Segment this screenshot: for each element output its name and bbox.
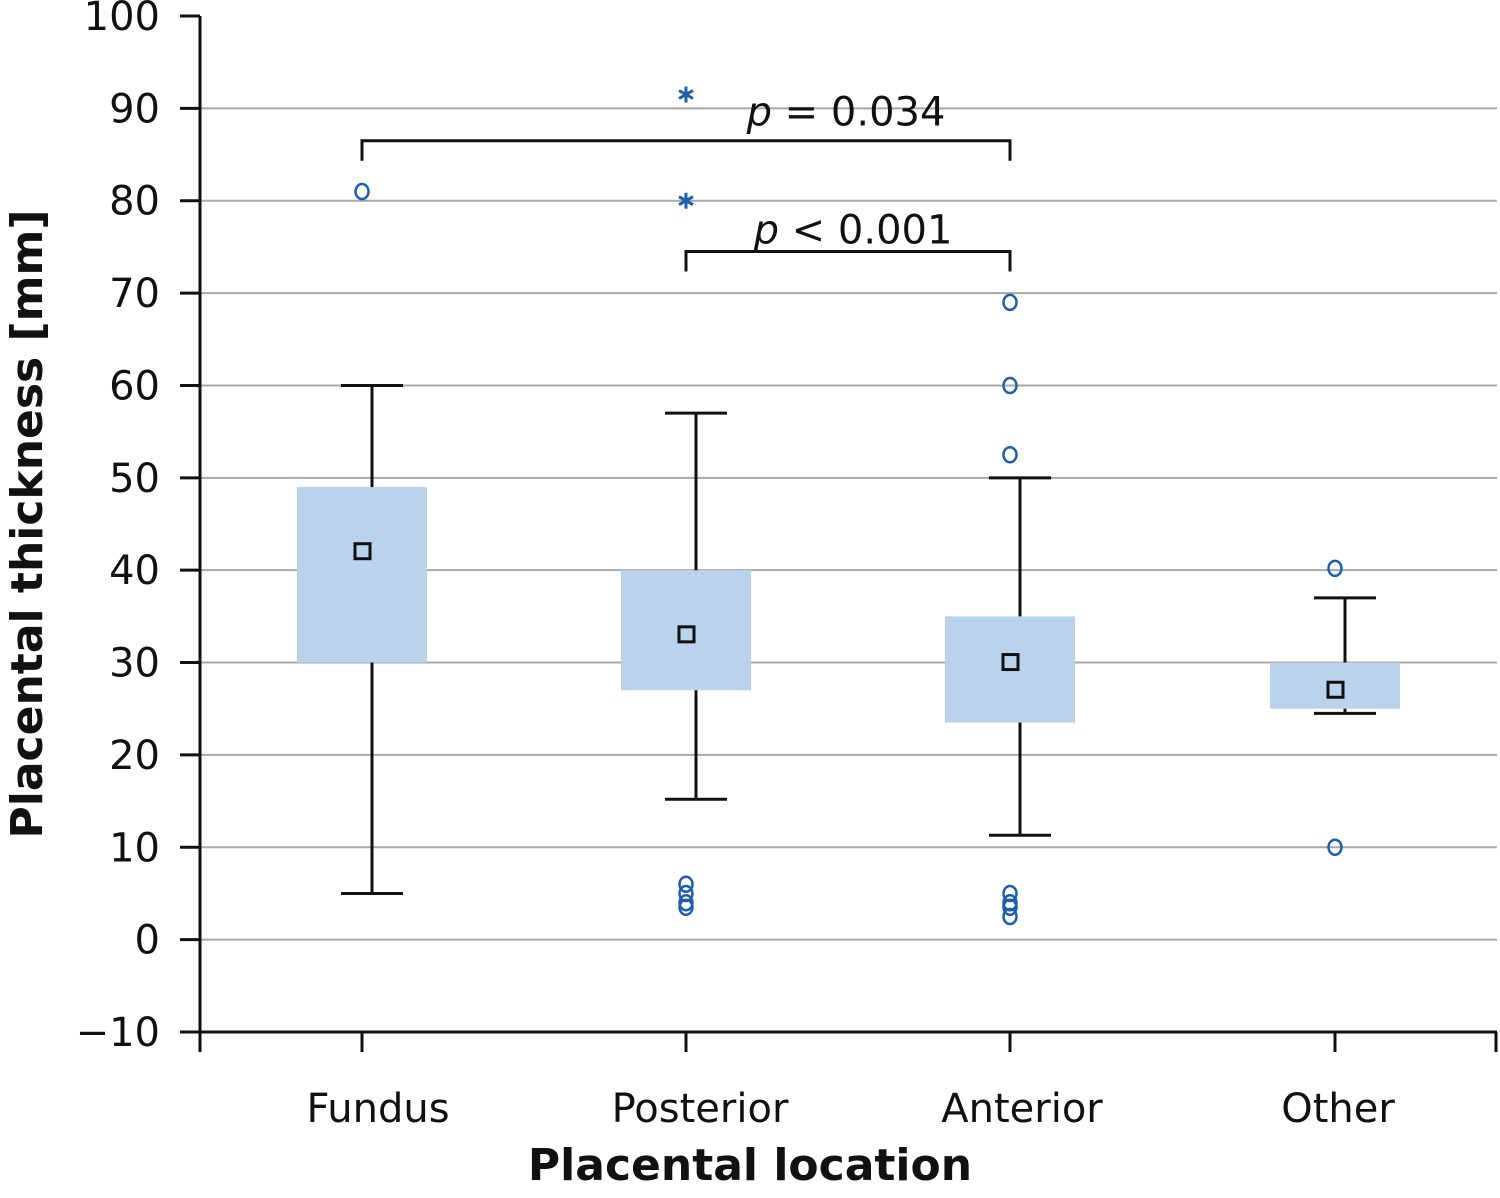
y-tick-label: 40	[109, 548, 160, 594]
y-axis-title: Placental thickness [mm]	[2, 210, 53, 839]
x-tick-label: Anterior	[941, 1086, 1103, 1132]
outlier-point	[678, 875, 694, 893]
box-fundus	[297, 182, 427, 895]
extreme-point	[678, 86, 694, 103]
p-symbol: p	[753, 208, 779, 254]
y-tick-label: 20	[109, 733, 160, 779]
outlier-point	[1327, 559, 1343, 578]
mean-marker	[1326, 680, 1345, 699]
y-tick-label: 10	[109, 825, 160, 871]
p-value-label: p < 0.001	[753, 208, 953, 254]
box-other	[1270, 559, 1400, 857]
y-tick-label: 70	[109, 271, 160, 317]
y-tick-label: 0	[135, 918, 160, 964]
axes: −10 0 10 20 30 40 50 60 70 80 90 100 Fundus Posterior…	[76, 0, 1498, 1132]
p-value-label: p = 0.034	[746, 90, 946, 136]
y-tick-label: 30	[109, 641, 160, 687]
gridlines	[200, 107, 1497, 941]
p-value-text: < 0.001	[779, 208, 952, 254]
x-axis-title: Placental location	[528, 1140, 972, 1191]
box-posterior	[621, 86, 751, 917]
outlier-point	[1002, 907, 1018, 926]
mean-marker	[677, 625, 696, 644]
mean-marker	[1001, 653, 1020, 672]
p-symbol: p	[746, 90, 772, 136]
extreme-stroke	[678, 195, 694, 207]
outlier-point	[1002, 376, 1018, 395]
outlier-point	[1002, 445, 1018, 464]
outlier-point	[1002, 898, 1018, 917]
iqr-box	[1270, 662, 1400, 709]
iqr-box	[621, 570, 751, 691]
boxes	[297, 86, 1400, 926]
y-tick-label: 80	[109, 179, 160, 225]
iqr-box	[297, 487, 427, 663]
significance-bracket	[360, 139, 1012, 161]
y-tick-label: 60	[109, 363, 160, 409]
outlier-point	[1002, 293, 1018, 312]
y-tick-label: −10	[76, 1010, 160, 1056]
y-tick-label: 100	[84, 0, 160, 40]
significance-bracket	[684, 250, 1012, 272]
p-value-text: = 0.034	[772, 90, 945, 136]
bracket-line	[360, 139, 1012, 161]
x-tick-label: Fundus	[306, 1086, 449, 1132]
bracket-line	[684, 250, 1012, 272]
outlier-point	[678, 898, 694, 917]
extreme-stroke	[678, 89, 694, 100]
extreme-point	[678, 192, 694, 209]
outlier-point	[1327, 838, 1343, 857]
box-anterior	[945, 293, 1075, 926]
x-tick-label: Other	[1281, 1086, 1395, 1132]
mean-marker	[353, 542, 372, 561]
x-tick-label: Posterior	[612, 1086, 789, 1132]
y-tick-label: 90	[109, 86, 160, 132]
y-tick-label: 50	[109, 456, 160, 502]
outlier-point	[354, 182, 370, 201]
